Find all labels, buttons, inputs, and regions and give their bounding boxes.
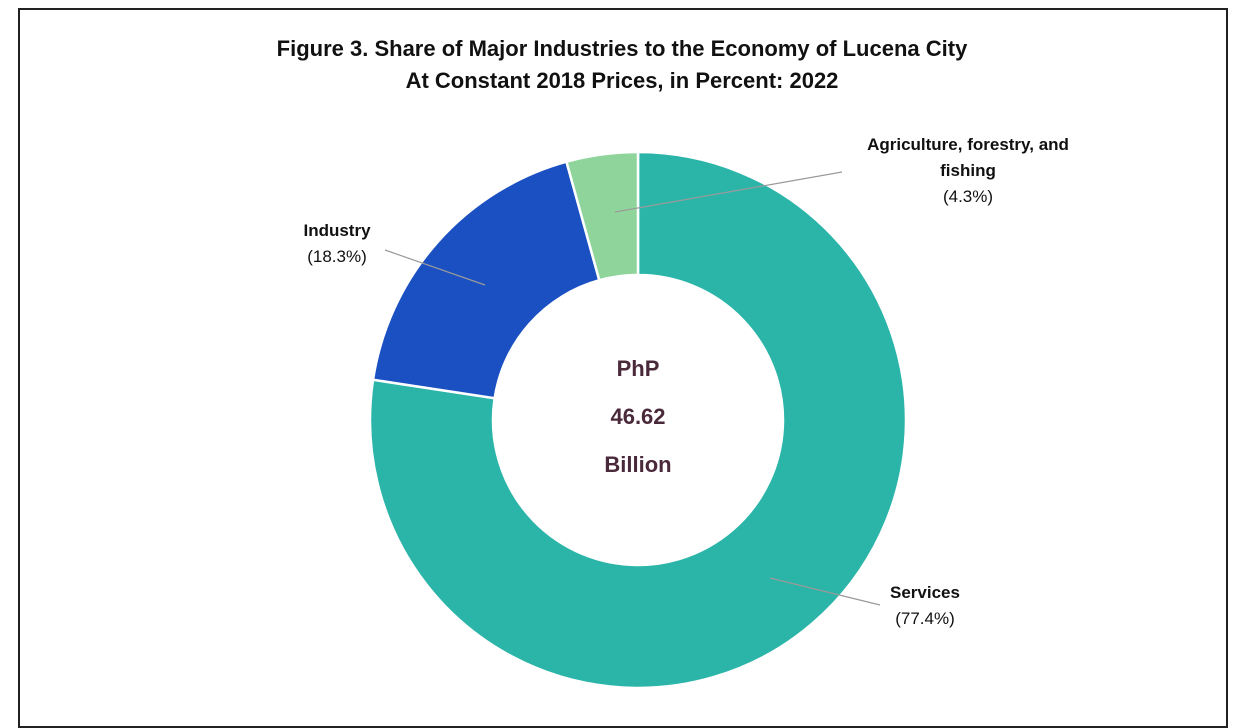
leader-line [384, 249, 486, 286]
data-label: Industry (18.3%) [217, 218, 457, 270]
value-label: (77.4%) [895, 609, 955, 628]
donut-segment [564, 150, 640, 282]
center-text: 46.62 [610, 404, 665, 429]
donut-segment [368, 150, 908, 690]
chart: PhP 46.62 Billion [368, 150, 908, 690]
category-label: Agriculture, forestry, and fishing [867, 135, 1069, 180]
center-text: PhP [617, 356, 660, 381]
chart-title: Figure 3. Share of Major Industries to t… [276, 36, 968, 61]
category-label: Industry [303, 221, 371, 240]
data-label: Agriculture, forestry, and fishing (4.3%) [848, 132, 1088, 210]
donut-segment [371, 160, 601, 400]
value-label: (18.3%) [307, 247, 367, 266]
leader-line [769, 577, 881, 606]
category-label: Services [890, 583, 960, 602]
data-label: Services (77.4%) [805, 580, 1045, 632]
page: Figure 3. Share of Major Industries to t… [18, 8, 1228, 728]
chart-subtitle: At Constant 2018 Prices, in Percent: 202… [405, 68, 839, 93]
value-label: (4.3%) [942, 187, 994, 206]
leader-line [614, 171, 843, 213]
center-text: Billion [604, 452, 671, 477]
